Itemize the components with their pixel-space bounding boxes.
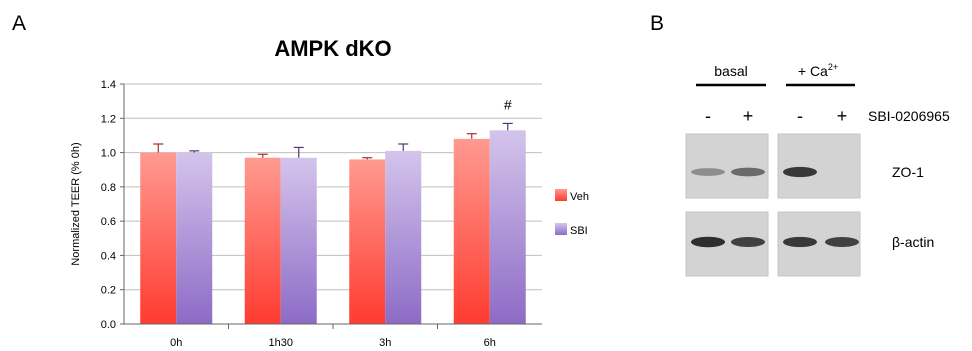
legend-label-sbi: SBI [570, 225, 588, 237]
y-tick-label: 1.0 [101, 148, 116, 160]
y-tick-label: 0.4 [101, 250, 116, 262]
significance-annotation: # [504, 96, 512, 112]
y-tick-label: 0.8 [101, 182, 116, 194]
blot-band [825, 237, 859, 247]
panel-a-letter: A [12, 12, 26, 35]
x-tick-label: 3h [379, 337, 391, 349]
chart-bars [140, 122, 526, 324]
bar-veh [453, 138, 490, 324]
y-tick-labels: 0.0 0.2 0.4 0.6 0.8 1.0 1.2 1.4 [101, 79, 124, 331]
lane-sign: - [705, 106, 711, 126]
group-label-basal: basal [714, 63, 747, 79]
chart-legend: Veh SBI [555, 189, 589, 237]
y-tick-label: 0.6 [101, 216, 116, 228]
treatment-label: SBI-0206965 [868, 108, 950, 124]
western-blots: ZO-1 β-actin [685, 133, 934, 277]
blot-band [731, 237, 765, 247]
blot-panel [685, 133, 769, 199]
bar-veh [140, 152, 177, 324]
bar-veh [349, 159, 386, 324]
legend-swatch-sbi [555, 223, 567, 235]
blot-row-label: ZO-1 [892, 164, 924, 180]
y-tick-label: 0.0 [101, 319, 116, 331]
x-tick-labels: 0h 1h30 3h 6h [170, 324, 496, 349]
bar-sbi [385, 150, 422, 324]
bar-sbi [176, 152, 213, 324]
y-axis-label: Normalized TEER (% 0h) [70, 142, 82, 265]
legend-label-veh: Veh [570, 191, 589, 203]
bar-veh [244, 157, 281, 324]
group-label-calcium-prefix: + Ca [798, 63, 828, 79]
chart-annotations: # [504, 96, 512, 112]
x-tick-label: 1h30 [269, 337, 293, 349]
blot-band [783, 236, 817, 248]
lane-sign: + [743, 106, 754, 126]
group-label-calcium-superscript: 2+ [828, 62, 838, 72]
blot-band [691, 168, 725, 176]
chart-title: AMPK dKO [274, 36, 391, 61]
blot-panel [777, 133, 861, 199]
panel-b-letter: B [650, 12, 664, 35]
lane-signs: - + - + [705, 106, 847, 126]
bar-sbi [280, 157, 317, 324]
lane-sign: - [797, 106, 803, 126]
legend-swatch-veh [555, 189, 567, 201]
x-tick-label: 6h [484, 337, 496, 349]
bar-sbi [489, 130, 526, 324]
blot-band [783, 166, 817, 178]
y-tick-label: 1.4 [101, 79, 116, 91]
group-label-calcium: + Ca2+ [798, 62, 838, 79]
y-tick-label: 0.2 [101, 285, 116, 297]
y-tick-label: 1.2 [101, 113, 116, 125]
blot-band [731, 167, 765, 177]
blot-row-label: β-actin [892, 234, 934, 250]
lane-sign: + [837, 106, 848, 126]
blot-band [691, 236, 725, 248]
x-tick-label: 0h [170, 337, 182, 349]
